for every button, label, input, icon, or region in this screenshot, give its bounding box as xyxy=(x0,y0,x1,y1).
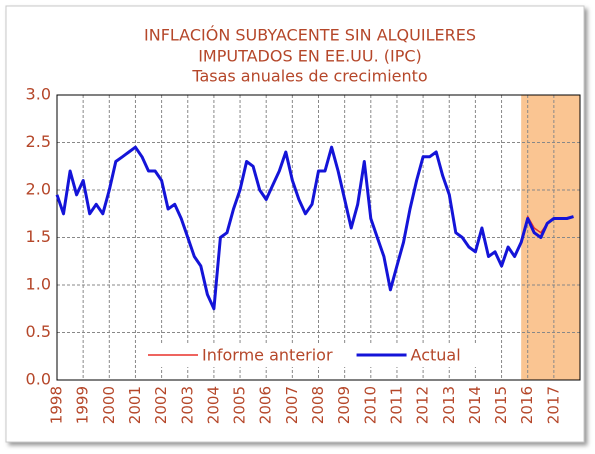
x-tick-label: 2009 xyxy=(335,386,353,424)
x-tick-label: 2011 xyxy=(387,386,405,424)
legend-label: Informe anterior xyxy=(202,346,333,365)
x-tick-label: 2010 xyxy=(361,386,379,424)
chart-title: INFLACIÓN SUBYACENTE SIN ALQUILERES xyxy=(144,26,476,45)
x-tick-label: 2012 xyxy=(414,386,432,424)
x-tick-label: 2016 xyxy=(518,386,536,424)
x-tick-label: 1999 xyxy=(74,386,92,424)
y-tick-label: 2.0 xyxy=(26,180,51,199)
shaded-region xyxy=(521,95,580,380)
x-tick-label: 2001 xyxy=(126,386,144,424)
legend-label: Actual xyxy=(411,346,461,365)
y-tick-label: 0.5 xyxy=(26,322,51,341)
y-tick-label: 0.0 xyxy=(26,370,51,389)
x-tick-label: 2017 xyxy=(544,386,562,424)
x-tick-label: 1998 xyxy=(48,386,66,424)
chart-subtitle: Tasas anuales de crecimiento xyxy=(191,67,427,86)
plot-border xyxy=(56,94,581,381)
x-tick-label: 2004 xyxy=(204,386,222,424)
chart-title: IMPUTADOS EN EE.UU. (IPC) xyxy=(198,47,422,66)
series-line xyxy=(55,145,574,311)
x-tick-label: 2013 xyxy=(440,386,458,424)
y-tick-label: 1.0 xyxy=(26,275,51,294)
y-tick-label: 3.0 xyxy=(26,85,51,104)
legend: Informe anterior Actual xyxy=(140,343,480,367)
x-tick-label: 2014 xyxy=(466,386,484,424)
x-tick-label: 2000 xyxy=(100,386,118,424)
x-tick-label: 2003 xyxy=(178,386,196,424)
y-tick-label: 1.5 xyxy=(26,227,51,246)
y-tick-label: 2.5 xyxy=(26,132,51,151)
x-tick-label: 2006 xyxy=(257,386,275,424)
chart-frame xyxy=(5,5,585,443)
x-tick-label: 2002 xyxy=(152,386,170,424)
x-tick-label: 2007 xyxy=(283,386,301,424)
x-tick-label: 2015 xyxy=(492,386,510,424)
x-tick-label: 2005 xyxy=(231,386,249,424)
x-tick-label: 2008 xyxy=(309,386,327,424)
